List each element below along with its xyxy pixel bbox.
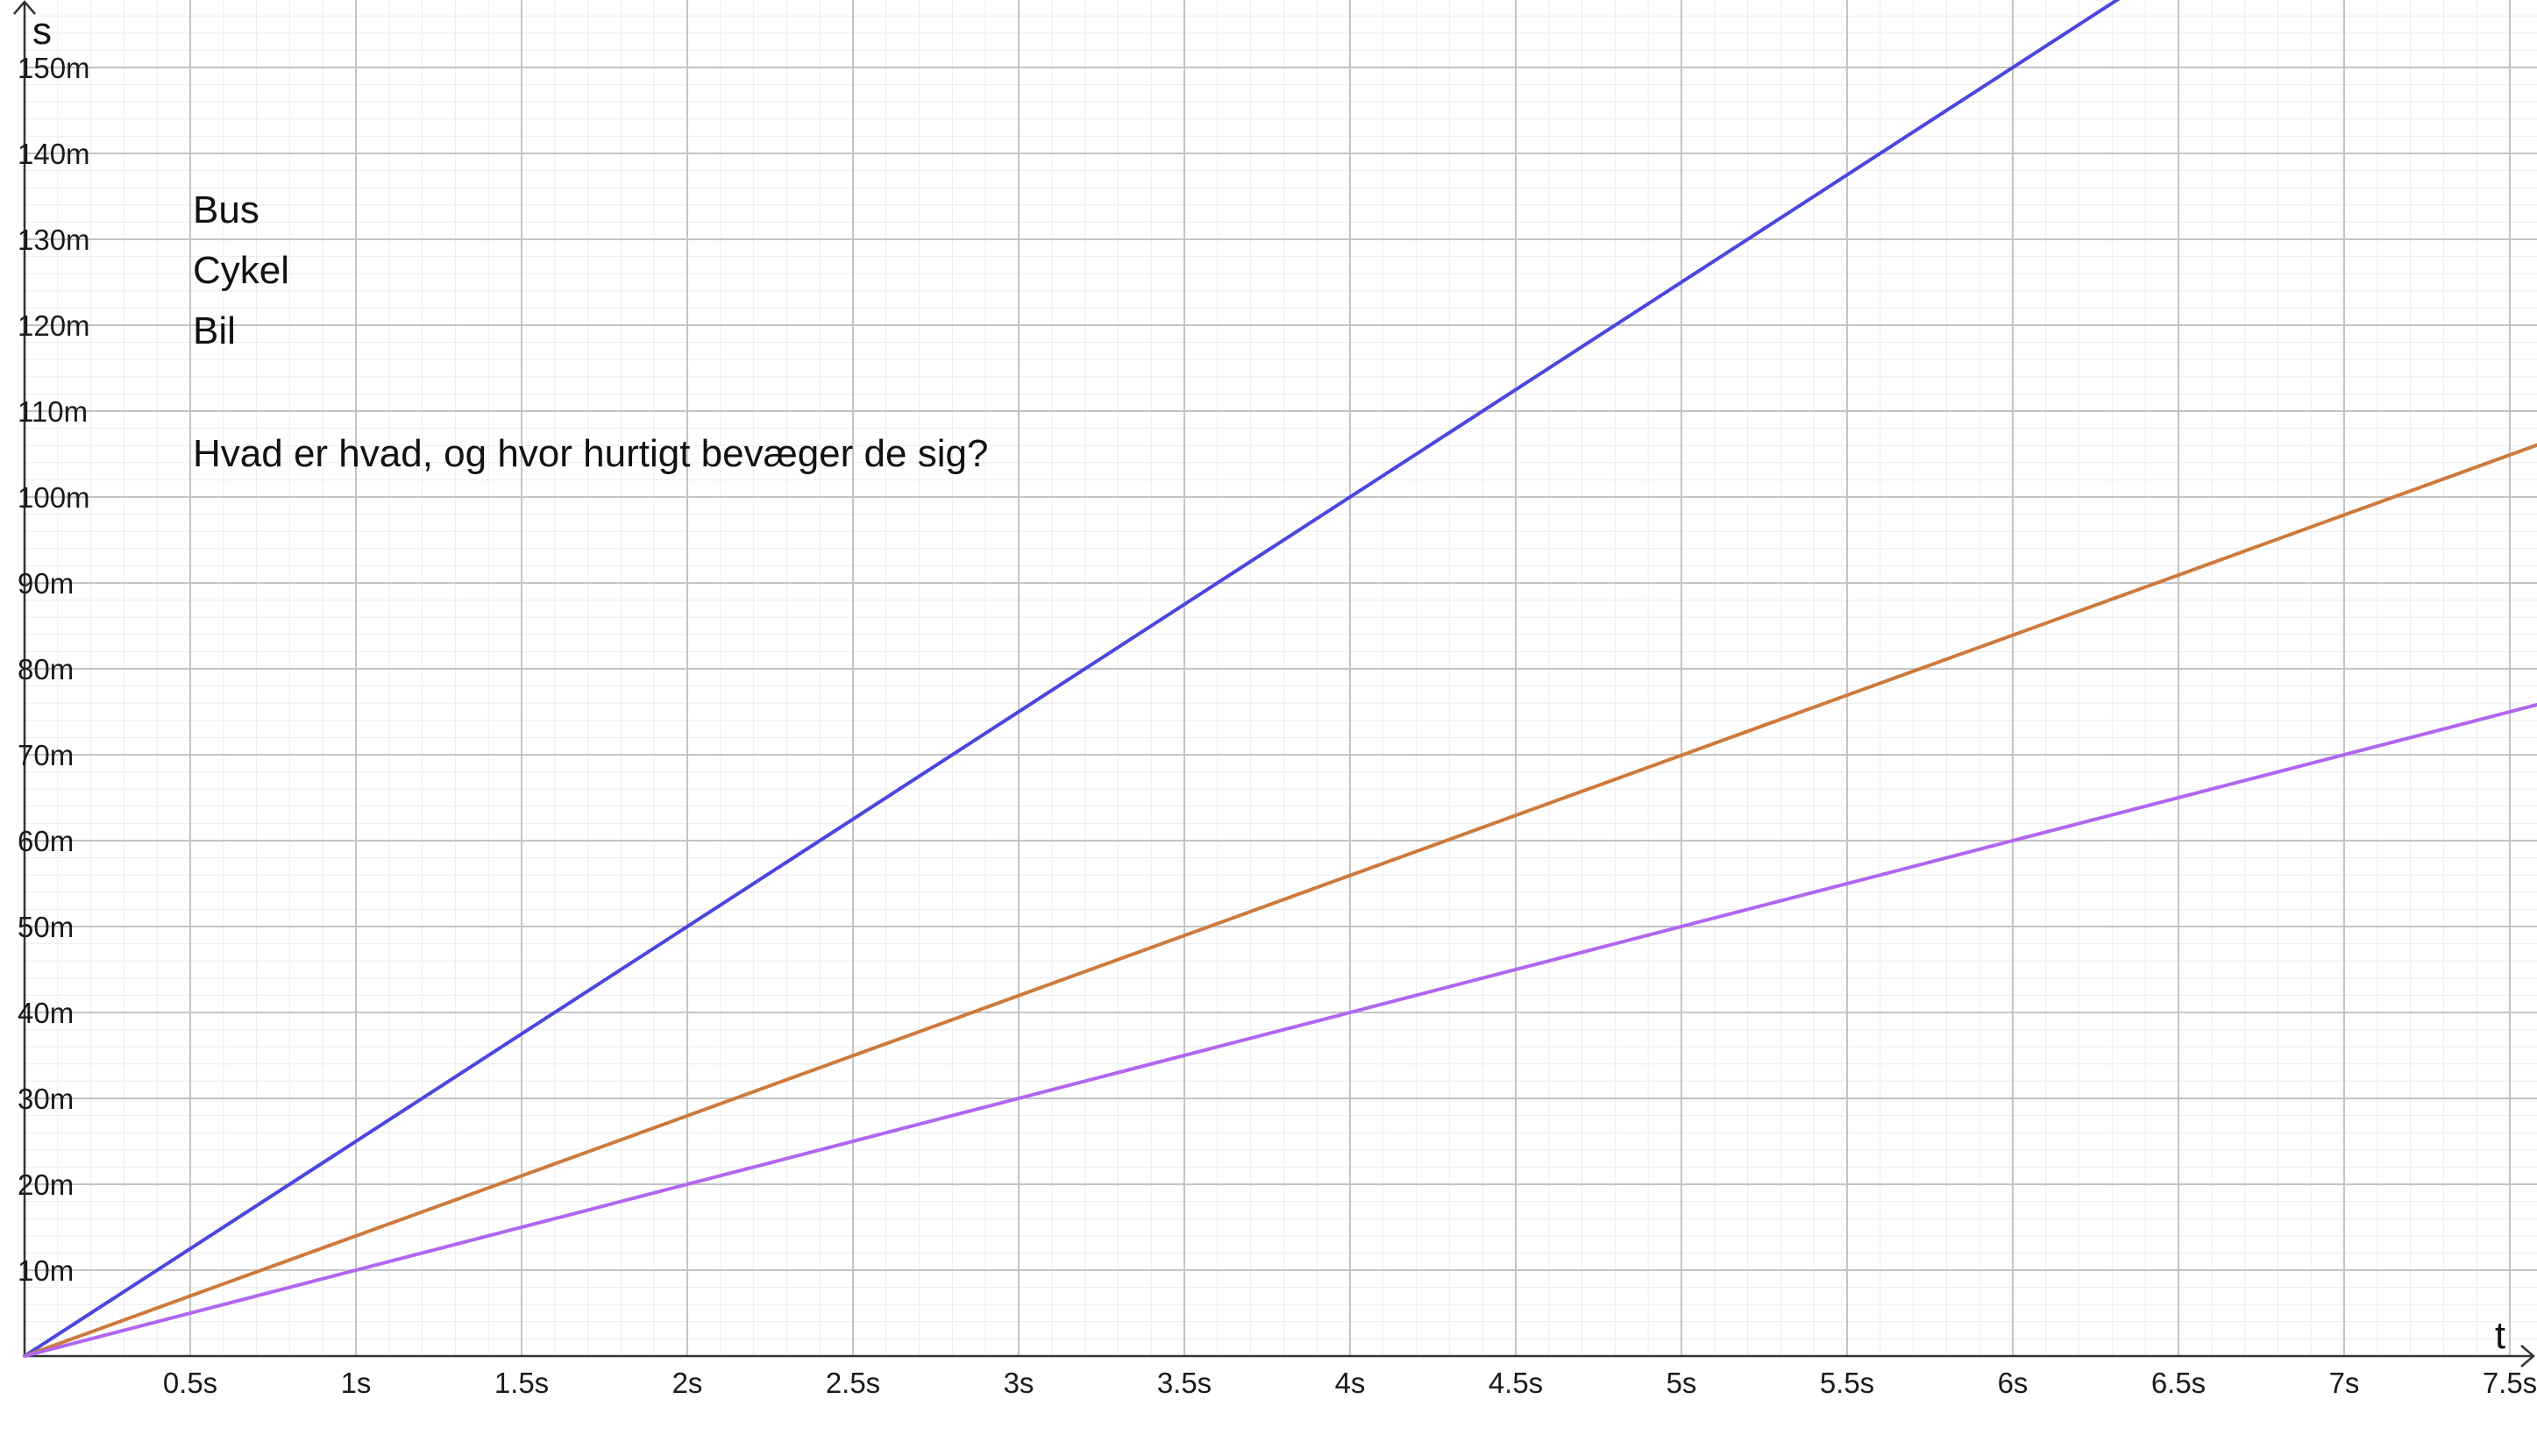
x-tick-label: 3.5s bbox=[1157, 1367, 1212, 1399]
annotation-cykel: Cykel bbox=[193, 249, 289, 292]
y-tick-label: 30m bbox=[18, 1083, 74, 1115]
axes bbox=[13, 0, 2535, 1367]
x-tick-label: 5s bbox=[1666, 1367, 1697, 1399]
y-tick-label: 20m bbox=[18, 1168, 74, 1201]
x-tick-label: 3s bbox=[1004, 1367, 1034, 1399]
minor-grid bbox=[25, 0, 2537, 1356]
y-tick-label: 70m bbox=[18, 739, 74, 771]
annotation-question: Hvad er hvad, og hvor hurtigt bevæger de… bbox=[193, 432, 988, 475]
x-tick-label: 4.5s bbox=[1489, 1367, 1543, 1399]
series-line-3[interactable] bbox=[23, 699, 2537, 1358]
y-tick-label: 40m bbox=[18, 997, 74, 1029]
y-tick-label: 90m bbox=[18, 567, 74, 600]
y-tick-label: 120m bbox=[18, 309, 90, 342]
x-tick-label: 7s bbox=[2329, 1367, 2360, 1399]
y-axis-arrow-icon bbox=[13, 0, 36, 15]
x-tick-label: 5.5s bbox=[1820, 1367, 1874, 1399]
y-tick-labels: 10m 20m 30m 40m 50m 60m 70m 80m 90m 100m 110m 120m 1… bbox=[18, 52, 90, 1287]
x-tick-label: 1.5s bbox=[494, 1367, 549, 1399]
x-tick-label: 6.5s bbox=[2151, 1367, 2206, 1399]
y-tick-label: 100m bbox=[18, 481, 90, 514]
y-tick-label: 10m bbox=[18, 1254, 74, 1287]
annotation-bus: Bus bbox=[193, 188, 259, 231]
x-tick-label: 4s bbox=[1335, 1367, 1366, 1399]
y-tick-label: 140m bbox=[18, 138, 90, 170]
x-tick-label: 7.5s bbox=[2483, 1367, 2537, 1399]
series-line-1[interactable] bbox=[23, 0, 2121, 1358]
x-tick-label: 0.5s bbox=[163, 1367, 217, 1399]
annotation-bil: Bil bbox=[193, 309, 236, 352]
y-tick-label: 150m bbox=[18, 52, 90, 84]
y-tick-label: 60m bbox=[18, 825, 74, 857]
x-tick-label: 2.5s bbox=[826, 1367, 880, 1399]
y-tick-label: 130m bbox=[18, 224, 90, 256]
series-line-2[interactable] bbox=[23, 437, 2537, 1358]
x-tick-labels: 0.5s 1s 1.5s 2s 2.5s 3s 3.5s 4s 4.5s 5s 5.5s 6s 6.5s… bbox=[163, 1367, 2537, 1399]
x-tick-label: 2s bbox=[672, 1367, 703, 1399]
y-axis-title: s bbox=[32, 10, 52, 53]
y-tick-label: 50m bbox=[18, 911, 74, 943]
x-axis-arrow-icon bbox=[2520, 1345, 2535, 1367]
y-tick-label: 110m bbox=[18, 395, 88, 428]
y-tick-label: 80m bbox=[18, 653, 74, 685]
series-lines bbox=[23, 0, 2537, 1358]
major-grid bbox=[25, 0, 2537, 1356]
x-tick-label: 6s bbox=[1998, 1367, 2029, 1399]
x-tick-label: 1s bbox=[341, 1367, 372, 1399]
x-axis-title: t bbox=[2495, 1314, 2505, 1357]
